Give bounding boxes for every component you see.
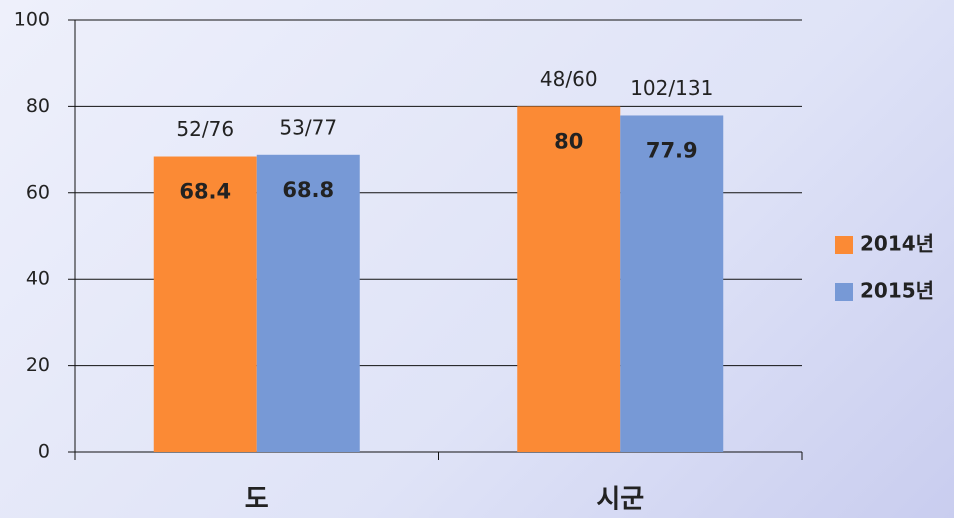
legend-swatch — [835, 283, 853, 301]
legend-swatch — [835, 236, 853, 254]
bar — [256, 154, 360, 452]
value-label: 77.9 — [646, 138, 698, 162]
bar — [153, 156, 257, 452]
annotation: 48/60 — [540, 67, 598, 91]
annotation: 102/131 — [630, 76, 713, 100]
value-label: 68.4 — [179, 180, 231, 204]
value-label: 80 — [554, 129, 583, 153]
x-tick-label: 시군 — [596, 485, 644, 515]
y-tick-label: 40 — [26, 268, 50, 290]
annotation: 53/77 — [279, 115, 337, 139]
legend-label: 2015년 — [860, 279, 934, 303]
legend-label: 2014년 — [860, 232, 934, 256]
y-tick-label: 0 — [38, 441, 50, 463]
y-tick-label: 20 — [26, 354, 50, 376]
x-tick-label: 도 — [245, 485, 269, 515]
bar — [620, 115, 724, 453]
y-tick-label: 60 — [26, 181, 50, 203]
y-tick-label: 100 — [14, 9, 50, 31]
bar — [517, 106, 621, 453]
y-tick-label: 80 — [26, 95, 50, 117]
value-label: 68.8 — [282, 178, 334, 202]
annotation: 52/76 — [176, 117, 234, 141]
